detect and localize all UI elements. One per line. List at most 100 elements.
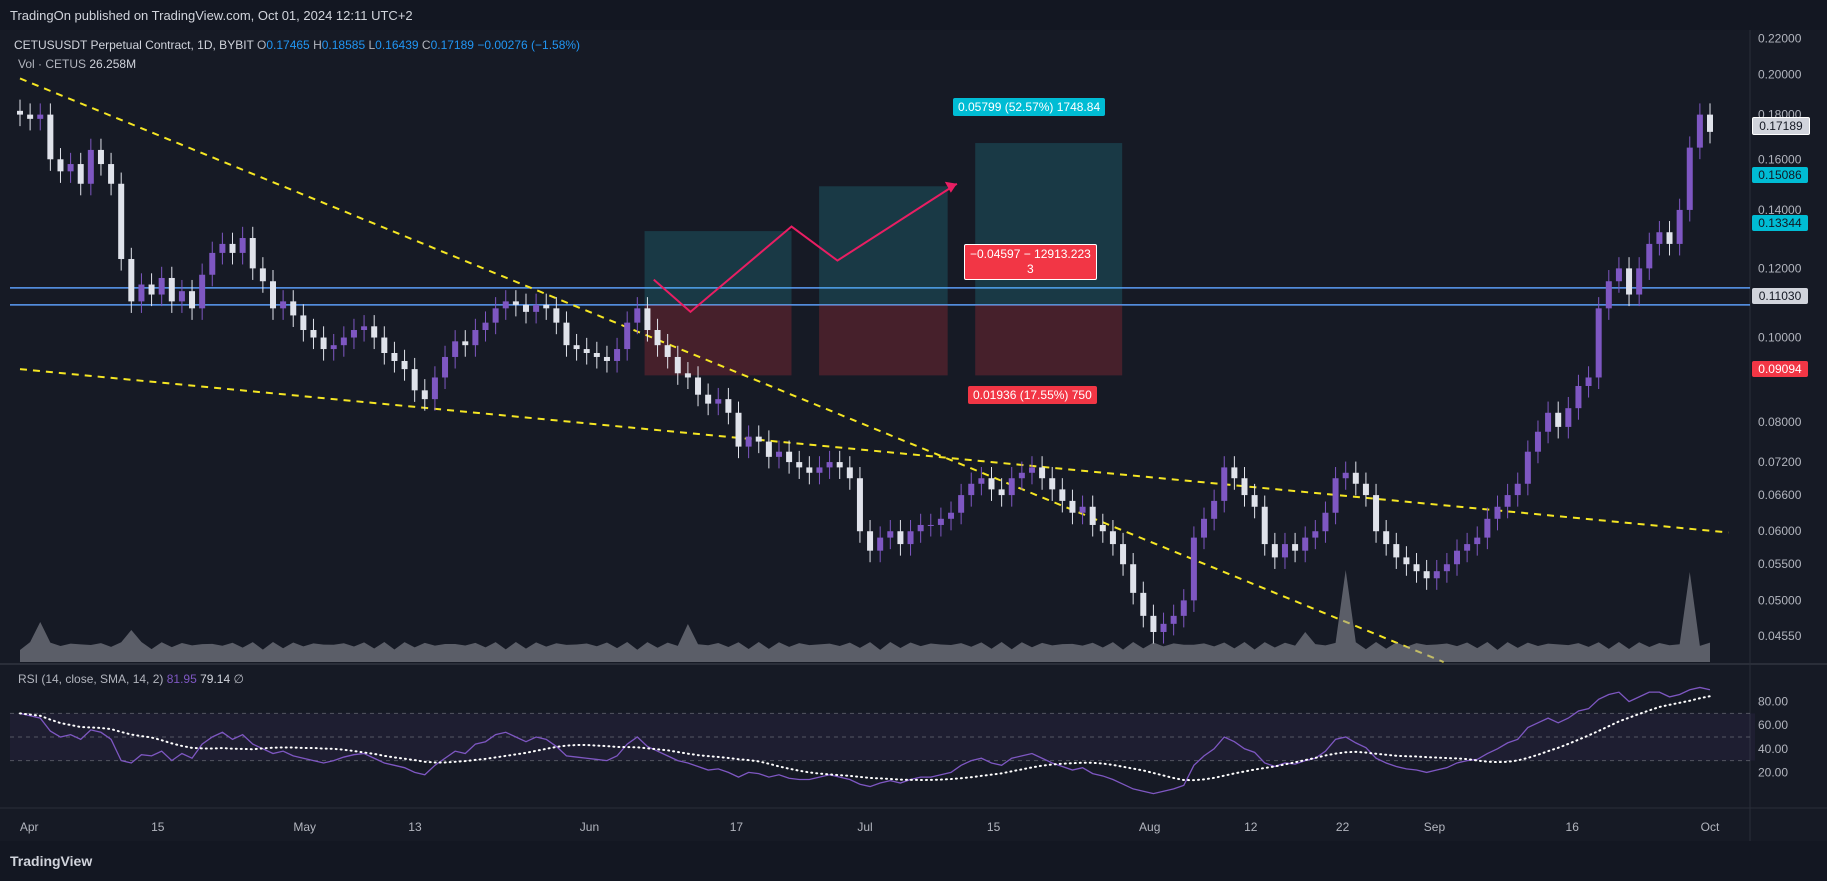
candle-body	[1524, 451, 1531, 484]
candle-body	[775, 451, 782, 457]
target-label[interactable]: 0.05799 (52.57%) 1748.84	[953, 98, 1106, 116]
trend-line-descending	[19, 77, 1445, 663]
rsi-sma-line	[19, 695, 1711, 782]
volume-label[interactable]: Vol · CETUS	[18, 57, 87, 71]
time-tick-label: Jul	[857, 820, 872, 834]
candle-body	[118, 183, 125, 260]
price-tick-label: 0.08000	[1758, 415, 1802, 429]
candle-body	[927, 524, 934, 526]
candle-body	[492, 308, 499, 323]
candle-body	[411, 369, 418, 391]
candle-body	[472, 330, 479, 346]
volume-area	[20, 570, 1710, 662]
candle-body	[209, 252, 216, 275]
candle-body	[1484, 518, 1491, 538]
stop-label[interactable]: 0.01936 (17.55%) 750	[968, 386, 1097, 404]
symbol-name[interactable]: CETUSUSDT Perpetual Contract, 1D, BYBIT	[14, 38, 254, 52]
candle-body	[1018, 472, 1025, 479]
pnl-label[interactable]: −0.04597 − 12913.223 3	[964, 244, 1097, 280]
candle-body	[27, 114, 34, 119]
candle-body	[1454, 550, 1461, 565]
candle-body	[1302, 537, 1309, 551]
candle-body	[745, 436, 752, 447]
time-tick-label: 15	[987, 820, 1001, 834]
candle-body	[735, 412, 742, 447]
candle-body	[816, 467, 823, 473]
candle-body	[958, 495, 965, 513]
time-tick-label: 16	[1566, 820, 1580, 834]
candle-body	[178, 291, 185, 302]
rsi-label[interactable]: RSI (14, close, SMA, 14, 2)	[18, 672, 164, 686]
candle-body	[573, 345, 580, 350]
candle-body	[1545, 412, 1552, 432]
pnl-line-2: 3	[1027, 262, 1034, 276]
candle-body	[320, 337, 327, 350]
time-tick-label: 15	[151, 820, 165, 834]
chart-area[interactable]	[0, 30, 1827, 841]
volume-value: 26.258M	[89, 57, 137, 71]
candle-body	[219, 243, 226, 253]
candle-body	[108, 164, 115, 184]
candle-body	[381, 337, 388, 353]
low-label: L	[368, 38, 376, 52]
candle-body	[431, 377, 438, 400]
candle-body	[1636, 268, 1643, 295]
candle-body	[1342, 472, 1349, 479]
candle-body	[1474, 537, 1481, 545]
close-value: 0.17189	[430, 38, 474, 52]
candle-body	[856, 478, 863, 532]
target-zone	[819, 186, 948, 305]
price-badge-1: 0.15086	[1752, 167, 1808, 183]
candle-body	[1120, 544, 1127, 565]
candle-body	[37, 114, 44, 119]
candle-body	[1646, 243, 1653, 269]
candle-body	[826, 462, 833, 468]
candle-body	[361, 326, 368, 331]
candle-body	[229, 243, 236, 253]
time-tick-label: Apr	[20, 820, 39, 834]
candle-body	[725, 399, 732, 413]
candle-body	[1686, 147, 1693, 210]
stop-zone	[975, 304, 1123, 376]
candle-body	[1069, 500, 1076, 513]
candle-body	[300, 315, 307, 331]
last-price-badge: 0.17189	[1752, 117, 1810, 135]
candle-body	[128, 259, 135, 302]
candle-body	[897, 531, 904, 545]
candle-body	[543, 304, 550, 309]
candle-body	[1140, 592, 1147, 616]
rsi-line	[19, 686, 1711, 795]
rsi-tick-label: 20.00	[1758, 765, 1788, 779]
candle-body	[937, 518, 944, 525]
candle-body	[401, 360, 408, 370]
brand-logo[interactable]: TradingView	[10, 853, 93, 869]
price-tick-label: 0.12000	[1758, 261, 1802, 275]
candle-body	[1494, 506, 1501, 519]
candle-body	[1575, 385, 1582, 409]
candle-body	[1059, 489, 1066, 501]
candle-body	[168, 277, 175, 302]
candle-body	[350, 330, 357, 338]
candle-body	[1433, 571, 1440, 579]
candle-body	[1261, 506, 1268, 545]
candle-body	[634, 308, 641, 323]
candle-body	[452, 341, 459, 357]
candle-body	[1079, 506, 1086, 513]
candle-body	[1190, 537, 1197, 601]
candle-body	[189, 291, 196, 309]
candle-body	[755, 436, 762, 442]
candle-body	[998, 489, 1005, 496]
price-tick-label: 0.06600	[1758, 488, 1802, 502]
candle-body	[1615, 268, 1622, 282]
candle-body	[1221, 467, 1228, 501]
candle-body	[796, 462, 803, 468]
rsi-sma-value: 79.14	[200, 672, 231, 686]
time-tick-label: Sep	[1424, 820, 1446, 834]
candle-body	[259, 268, 266, 282]
candle-body	[907, 531, 914, 545]
candle-body	[97, 149, 104, 165]
time-tick-label: 13	[408, 820, 422, 834]
candle-body	[1393, 544, 1400, 558]
published-header: TradingOn published on TradingView.com, …	[0, 0, 1827, 30]
